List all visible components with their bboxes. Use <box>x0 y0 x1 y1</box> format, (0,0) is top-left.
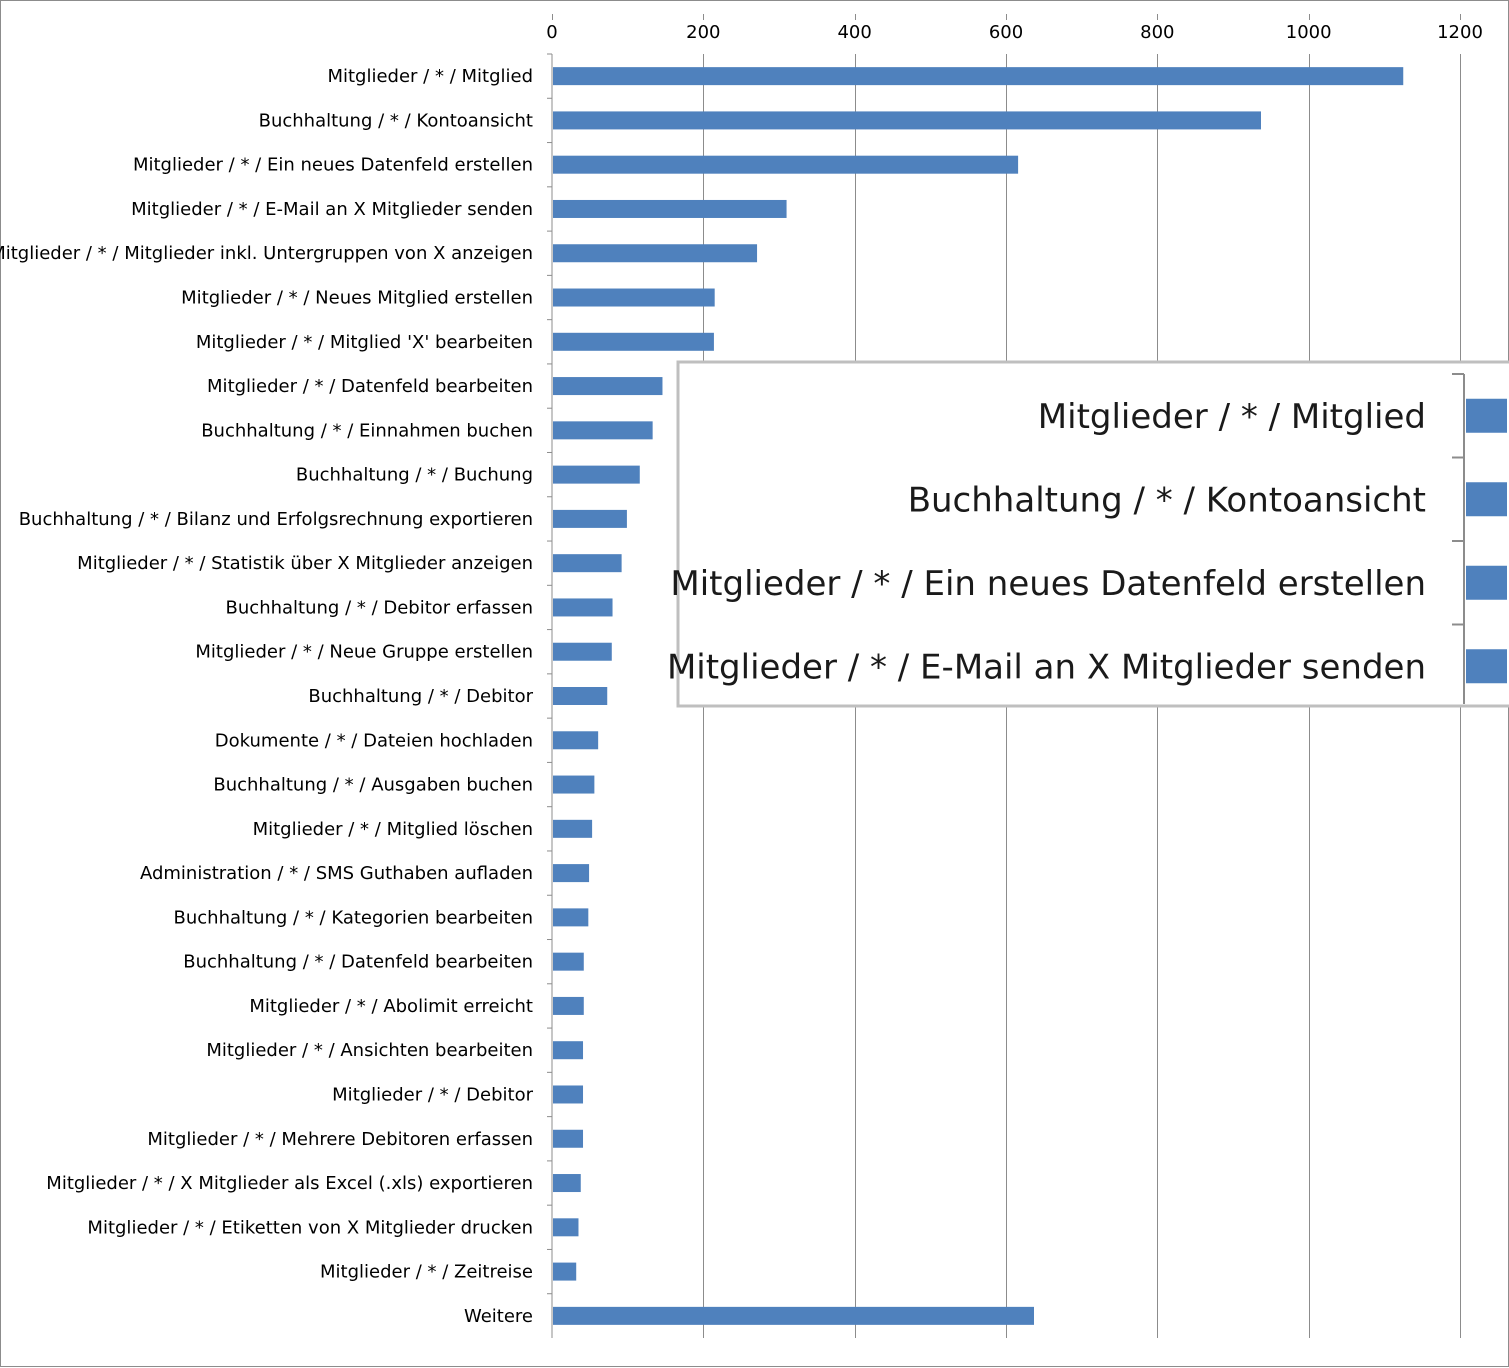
x-axis-ticks: 0 200 400 600 800 1000 1200 <box>546 14 1483 43</box>
category-label: Mitglieder / * / Ein neues Datenfeld ers… <box>133 155 533 176</box>
zoom-bar <box>1466 565 1507 600</box>
bar <box>553 199 787 218</box>
category-label: Buchhaltung / * / Ausgaben buchen <box>213 775 533 796</box>
x-tick-label: 800 <box>1140 22 1174 43</box>
bar <box>553 1129 584 1148</box>
category-label: Mitglieder / * / Mitglied 'X' bearbeiten <box>196 332 533 353</box>
bar <box>553 332 714 351</box>
category-label: Administration / * / SMS Guthaben auflad… <box>140 863 533 884</box>
bar <box>553 864 590 883</box>
category-label: Buchhaltung / * / Bilanz und Erfolgsrech… <box>19 509 533 530</box>
bar <box>553 1218 579 1237</box>
bar <box>553 1174 581 1193</box>
category-label: Mitglieder / * / Zeitreise <box>320 1262 533 1283</box>
x-tick-label: 0 <box>546 22 557 43</box>
bar <box>553 598 613 617</box>
bar <box>553 731 599 750</box>
bar <box>553 1306 1034 1325</box>
category-label: Mitglieder / * / Ansichten bearbeiten <box>206 1040 533 1061</box>
bar <box>553 1041 584 1060</box>
zoom-bar <box>1466 649 1507 684</box>
bar <box>553 996 584 1015</box>
category-label: Buchhaltung / * / Kategorien bearbeiten <box>174 907 533 928</box>
bar <box>553 1262 577 1281</box>
category-label: Buchhaltung / * / Buchung <box>296 465 533 486</box>
zoom-category-label: Mitglieder / * / E-Mail an X Mitglieder … <box>667 647 1426 687</box>
zoom-category-label: Mitglieder / * / Mitglied <box>1038 397 1426 437</box>
bar <box>553 775 595 794</box>
zoom-category-label: Mitglieder / * / Ein neues Datenfeld ers… <box>670 564 1426 604</box>
category-label: Mitglieder / * / Mehrere Debitoren erfas… <box>147 1129 533 1150</box>
category-label: Mitglieder / * / Mitglied löschen <box>253 819 533 840</box>
bar <box>553 509 627 528</box>
category-label: Buchhaltung / * / Kontoansicht <box>259 110 533 131</box>
bar <box>553 67 1404 86</box>
category-label: Buchhaltung / * / Debitor erfassen <box>226 597 533 618</box>
category-label: Mitglieder / * / Mitglied <box>327 66 533 87</box>
bar <box>553 377 663 396</box>
x-tick-label: 400 <box>837 22 871 43</box>
zoom-inset: Mitglieder / * / Mitglied Buchhaltung / *… <box>667 360 1509 708</box>
category-label: Buchhaltung / * / Datenfeld bearbeiten <box>183 952 533 973</box>
bar <box>553 687 608 705</box>
x-tick-label: 1000 <box>1286 22 1332 43</box>
category-label: Mitglieder / * / Statistik über X Mitgli… <box>77 553 533 574</box>
zoom-bar <box>1466 482 1507 517</box>
bars <box>553 67 1404 1325</box>
bar <box>553 465 640 484</box>
category-label: Mitglieder / * / Mitglieder inkl. Unterg… <box>0 243 533 264</box>
category-label: Buchhaltung / * / Debitor <box>308 686 533 707</box>
category-label: Mitglieder / * / Debitor <box>332 1084 533 1105</box>
category-label: Buchhaltung / * / Einnahmen buchen <box>201 420 533 441</box>
x-tick-label: 1200 <box>1437 22 1483 43</box>
bar <box>553 155 1019 174</box>
bar <box>553 288 715 307</box>
zoom-category-label: Buchhaltung / * / Kontoansicht <box>908 480 1426 520</box>
zoom-bar <box>1466 398 1507 433</box>
x-tick-label: 600 <box>989 22 1023 43</box>
category-label: Mitglieder / * / X Mitglieder als Excel … <box>46 1173 533 1194</box>
bar <box>553 554 622 573</box>
bar <box>553 421 653 440</box>
category-label: Mitglieder / * / E-Mail an X Mitglieder … <box>131 199 533 220</box>
category-label: Dokumente / * / Dateien hochladen <box>215 730 533 751</box>
bar <box>553 819 593 838</box>
category-labels: Mitglieder / * / Mitglied Buchhaltung / *… <box>0 53 552 1327</box>
bar <box>553 908 589 927</box>
category-label: Mitglieder / * / Datenfeld bearbeiten <box>207 376 533 397</box>
category-label: Mitglieder / * / Neues Mitglied erstelle… <box>181 288 533 309</box>
bar <box>553 642 612 661</box>
zoom-inset-frame <box>676 360 1509 708</box>
bar <box>553 1085 584 1104</box>
bar <box>553 952 584 971</box>
bar <box>553 111 1261 130</box>
category-label: Weitere <box>464 1306 533 1327</box>
bar <box>553 244 758 263</box>
category-label: Mitglieder / * / Etiketten von X Mitglie… <box>87 1217 533 1238</box>
x-tick-label: 200 <box>686 22 720 43</box>
category-label: Mitglieder / * / Neue Gruppe erstellen <box>195 642 533 663</box>
category-label: Mitglieder / * / Abolimit erreicht <box>249 996 533 1017</box>
